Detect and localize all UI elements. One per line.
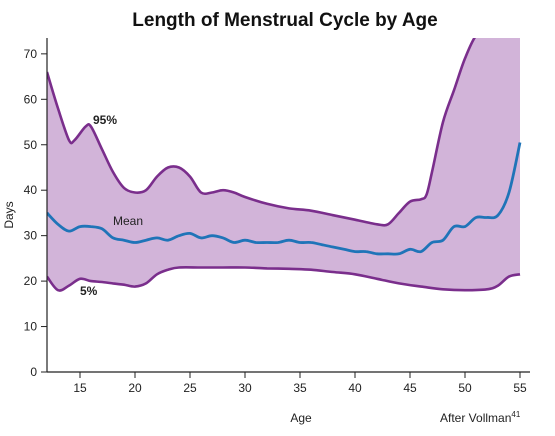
- x-axis-title: Age: [290, 411, 312, 425]
- label-95: 95%: [93, 113, 117, 127]
- x-tick-label: 40: [348, 381, 362, 395]
- source-note: After Vollman41: [440, 410, 521, 425]
- x-tick-label: 25: [183, 381, 197, 395]
- x-tick-label: 35: [293, 381, 307, 395]
- series-labels: 95% Mean 5%: [80, 113, 143, 298]
- y-tick-label: 30: [24, 229, 38, 243]
- label-mean: Mean: [113, 214, 143, 228]
- series-line-5: [47, 266, 521, 292]
- x-tick-label: 30: [238, 381, 252, 395]
- source-reference: 41: [511, 410, 520, 419]
- y-tick-label: 0: [30, 365, 37, 379]
- source-text: After Vollman: [440, 411, 511, 425]
- y-tick-label: 60: [24, 92, 38, 106]
- chart-title: Length of Menstrual Cycle by Age: [132, 10, 437, 31]
- y-tick-label: 70: [24, 47, 38, 61]
- y-axis-title: Days: [2, 201, 16, 228]
- y-tick-label: 20: [24, 274, 38, 288]
- series-line-95: [47, 38, 476, 227]
- percentile-band: [47, 38, 520, 291]
- axes: 0 10 20 30 40 50 60 70 15 20 25 30 35 40 45 50 55: [24, 38, 530, 395]
- series-line-mean: [47, 142, 522, 256]
- x-tick-label: 55: [513, 381, 527, 395]
- label-5: 5%: [80, 284, 98, 298]
- x-tick-label: 20: [128, 381, 142, 395]
- x-tick-label: 15: [73, 381, 87, 395]
- plot-area: [47, 38, 522, 292]
- y-tick-label: 50: [24, 138, 38, 152]
- x-tick-label: 50: [458, 381, 472, 395]
- x-tick-label: 45: [403, 381, 417, 395]
- y-tick-label: 10: [24, 320, 38, 334]
- y-tick-label: 40: [24, 183, 38, 197]
